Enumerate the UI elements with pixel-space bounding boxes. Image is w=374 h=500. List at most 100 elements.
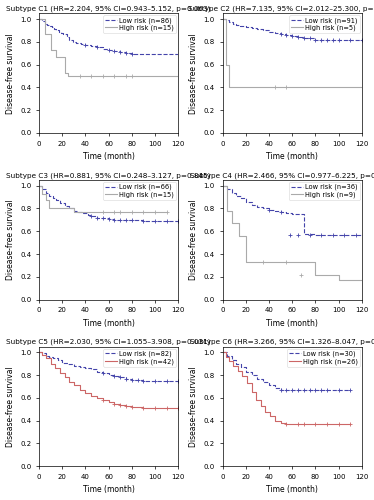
Low risk (n=82)	[47, 354, 52, 360]
Line: High risk (n=26): High risk (n=26)	[223, 352, 350, 424]
Low risk (n=30)	[290, 387, 294, 393]
High risk (n=15)	[40, 190, 45, 196]
Low risk (n=86)	[52, 26, 56, 32]
Low risk (n=36)	[313, 232, 318, 237]
High risk (n=15)	[37, 16, 41, 22]
Low risk (n=86)	[176, 52, 181, 58]
Low risk (n=82)	[89, 366, 94, 372]
High risk (n=42)	[53, 366, 58, 372]
High risk (n=42)	[83, 390, 88, 396]
Low risk (n=91)	[249, 25, 254, 31]
Low risk (n=82)	[118, 374, 122, 380]
Low risk (n=86)	[118, 49, 122, 55]
Low risk (n=36)	[220, 182, 225, 188]
Y-axis label: Disease-free survival: Disease-free survival	[189, 33, 198, 114]
Line: High risk (n=9): High risk (n=9)	[223, 186, 362, 280]
Low risk (n=66)	[86, 212, 90, 218]
High risk (n=5)	[296, 84, 300, 90]
Low risk (n=66)	[67, 206, 71, 212]
Low risk (n=86)	[74, 40, 79, 46]
Low risk (n=30)	[230, 358, 234, 364]
Low risk (n=36)	[273, 208, 277, 214]
Low risk (n=91)	[273, 30, 277, 36]
Low risk (n=66)	[47, 193, 52, 199]
Low risk (n=30)	[239, 364, 243, 370]
Low risk (n=66)	[51, 195, 55, 201]
High risk (n=26)	[224, 354, 228, 360]
High risk (n=26)	[240, 374, 245, 380]
Low risk (n=86)	[124, 50, 128, 56]
Low risk (n=86)	[56, 28, 61, 34]
High risk (n=26)	[284, 421, 289, 427]
High risk (n=15)	[176, 73, 181, 79]
High risk (n=15)	[51, 206, 55, 212]
High risk (n=42)	[71, 382, 76, 388]
Low risk (n=36)	[225, 186, 229, 192]
High risk (n=26)	[220, 350, 225, 356]
Low risk (n=30)	[261, 379, 266, 385]
Line: High risk (n=5): High risk (n=5)	[223, 19, 362, 87]
Low risk (n=86)	[89, 44, 94, 50]
Low risk (n=30)	[307, 387, 312, 393]
Line: Low risk (n=91): Low risk (n=91)	[223, 19, 362, 40]
Low risk (n=36)	[336, 232, 341, 237]
Low risk (n=91)	[301, 36, 306, 42]
Low risk (n=91)	[307, 36, 312, 42]
Legend: Low risk (n=86), High risk (n=15): Low risk (n=86), High risk (n=15)	[103, 16, 176, 34]
High risk (n=9)	[236, 233, 241, 239]
High risk (n=26)	[235, 368, 240, 374]
Low risk (n=82)	[66, 360, 70, 366]
Legend: Low risk (n=82), High risk (n=42): Low risk (n=82), High risk (n=42)	[103, 348, 176, 366]
Low risk (n=66)	[124, 217, 128, 223]
Low risk (n=66)	[165, 218, 169, 224]
X-axis label: Time (month): Time (month)	[266, 486, 318, 494]
High risk (n=26)	[249, 389, 254, 395]
Low risk (n=66)	[76, 209, 81, 215]
Low risk (n=86)	[47, 23, 52, 29]
Low risk (n=91)	[313, 36, 318, 43]
Low risk (n=30)	[249, 372, 254, 378]
Low risk (n=91)	[255, 26, 260, 32]
High risk (n=5)	[224, 62, 228, 68]
Low risk (n=86)	[67, 36, 71, 43]
Low risk (n=66)	[58, 200, 62, 206]
X-axis label: Time (month): Time (month)	[83, 319, 135, 328]
High risk (n=42)	[165, 405, 169, 411]
Line: Low risk (n=30): Low risk (n=30)	[223, 352, 350, 390]
High risk (n=9)	[359, 277, 364, 283]
High risk (n=42)	[89, 392, 94, 398]
Low risk (n=36)	[301, 230, 306, 236]
High risk (n=26)	[231, 363, 235, 369]
Low risk (n=66)	[112, 217, 117, 223]
High risk (n=42)	[40, 352, 45, 358]
Title: Subtype C4 (HR=2.466, 95% CI=0.977–6.225, p=0.048): Subtype C4 (HR=2.466, 95% CI=0.977–6.225…	[190, 172, 374, 178]
High risk (n=42)	[129, 404, 134, 410]
Legend: Low risk (n=91), High risk (n=5): Low risk (n=91), High risk (n=5)	[289, 16, 360, 34]
X-axis label: Time (month): Time (month)	[266, 319, 318, 328]
Low risk (n=91)	[224, 17, 228, 23]
High risk (n=15)	[95, 209, 99, 215]
Low risk (n=86)	[79, 41, 83, 47]
Line: Low risk (n=86): Low risk (n=86)	[39, 19, 178, 55]
High risk (n=42)	[62, 374, 67, 380]
Legend: Low risk (n=66), High risk (n=15): Low risk (n=66), High risk (n=15)	[103, 182, 176, 200]
Low risk (n=86)	[37, 16, 41, 22]
Low risk (n=36)	[290, 211, 294, 217]
Low risk (n=30)	[234, 360, 239, 366]
Low risk (n=36)	[234, 193, 239, 199]
Low risk (n=66)	[90, 214, 95, 220]
Y-axis label: Disease-free survival: Disease-free survival	[6, 33, 15, 114]
High risk (n=42)	[77, 387, 82, 393]
Low risk (n=66)	[54, 198, 59, 203]
High risk (n=15)	[71, 209, 76, 215]
Low risk (n=91)	[227, 20, 232, 26]
High risk (n=15)	[165, 209, 169, 215]
Low risk (n=82)	[141, 378, 145, 384]
Title: Subtype C6 (HR=3.266, 95% CI=1.326–8.047, p=0.006): Subtype C6 (HR=3.266, 95% CI=1.326–8.047…	[190, 339, 374, 345]
Low risk (n=36)	[348, 232, 352, 237]
High risk (n=42)	[44, 355, 48, 361]
High risk (n=15)	[106, 209, 111, 215]
Y-axis label: Disease-free survival: Disease-free survival	[6, 366, 15, 447]
X-axis label: Time (month): Time (month)	[266, 152, 318, 161]
High risk (n=26)	[290, 421, 294, 427]
